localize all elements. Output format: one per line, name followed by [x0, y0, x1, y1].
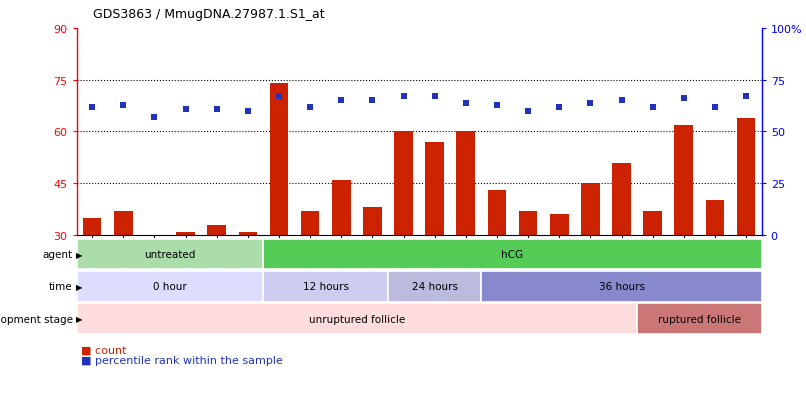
Bar: [550, 215, 568, 339]
Text: ■ count: ■ count: [81, 345, 126, 355]
Text: ■ percentile rank within the sample: ■ percentile rank within the sample: [81, 355, 282, 365]
Text: 36 hours: 36 hours: [599, 282, 645, 292]
Text: ▶: ▶: [76, 250, 82, 259]
Point: [491, 102, 504, 109]
Point: [521, 108, 534, 115]
Text: unruptured follicle: unruptured follicle: [309, 314, 405, 324]
Bar: [177, 232, 195, 339]
Bar: [332, 180, 351, 339]
Point: [85, 104, 98, 111]
Text: GDS3863 / MmugDNA.27987.1.S1_at: GDS3863 / MmugDNA.27987.1.S1_at: [93, 8, 324, 21]
Bar: [239, 232, 257, 339]
Point: [210, 106, 223, 113]
Bar: [456, 132, 476, 339]
Bar: [643, 211, 662, 339]
Text: untreated: untreated: [144, 249, 196, 259]
Text: ruptured follicle: ruptured follicle: [658, 314, 741, 324]
Point: [584, 100, 596, 107]
Bar: [83, 218, 102, 339]
Point: [304, 104, 317, 111]
Point: [117, 102, 130, 109]
Bar: [519, 211, 538, 339]
Point: [677, 96, 690, 102]
Bar: [426, 142, 444, 339]
Text: time: time: [49, 282, 73, 292]
Point: [553, 104, 566, 111]
Bar: [675, 125, 693, 339]
Bar: [207, 225, 226, 339]
Bar: [301, 211, 319, 339]
Bar: [114, 211, 133, 339]
Point: [241, 108, 254, 115]
Point: [615, 98, 628, 104]
Text: 0 hour: 0 hour: [153, 282, 187, 292]
Text: ▶: ▶: [76, 314, 82, 323]
Point: [179, 106, 192, 113]
Text: development stage: development stage: [0, 314, 73, 324]
Bar: [363, 208, 382, 339]
Bar: [581, 184, 600, 339]
Text: ▶: ▶: [76, 282, 82, 291]
Bar: [737, 119, 755, 339]
Point: [272, 94, 285, 100]
Point: [740, 94, 753, 100]
Bar: [613, 163, 631, 339]
Text: 12 hours: 12 hours: [303, 282, 349, 292]
Point: [397, 94, 410, 100]
Point: [459, 100, 472, 107]
Point: [334, 98, 347, 104]
Bar: [488, 191, 506, 339]
Bar: [705, 201, 725, 339]
Text: hCG: hCG: [501, 249, 524, 259]
Point: [646, 104, 659, 111]
Point: [148, 114, 161, 121]
Bar: [394, 132, 413, 339]
Point: [708, 104, 721, 111]
Bar: [270, 84, 289, 339]
Text: 24 hours: 24 hours: [412, 282, 458, 292]
Point: [428, 94, 441, 100]
Bar: [145, 235, 164, 339]
Text: agent: agent: [43, 249, 73, 259]
Point: [366, 98, 379, 104]
